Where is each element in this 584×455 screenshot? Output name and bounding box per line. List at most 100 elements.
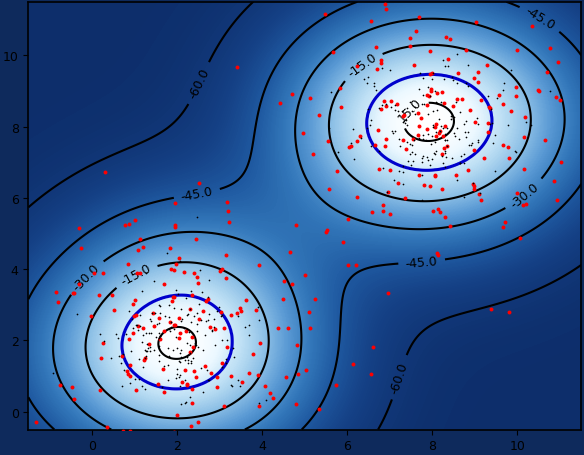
Point [139,332,148,339]
Point [382,103,391,111]
Point [461,47,471,55]
Point [143,344,152,352]
Point [433,206,443,213]
Point [418,92,427,100]
Point [170,266,179,273]
Point [461,134,470,142]
Point [364,106,373,113]
Point [552,197,562,204]
Point [141,347,150,354]
Point [418,132,427,140]
Point [440,150,450,157]
Point [111,331,120,339]
Point [167,318,176,325]
Point [124,308,134,315]
Point [431,133,440,140]
Point [463,130,472,137]
Point [447,155,456,162]
Point [513,190,522,197]
Point [154,343,164,350]
Point [367,209,377,216]
Point [170,322,179,329]
Point [114,353,124,360]
Point [137,339,147,346]
Point [100,168,109,176]
Point [201,298,211,305]
Point [366,19,376,26]
Point [503,122,512,130]
Point [453,80,462,87]
Point [128,325,138,332]
Point [135,322,144,329]
Point [145,348,155,355]
Point [384,289,393,297]
Point [430,151,440,158]
Point [418,172,427,179]
Point [95,331,105,339]
Point [203,366,212,374]
Point [388,130,397,137]
Point [443,137,452,144]
Point [164,344,173,352]
Point [204,293,213,301]
Point [464,142,474,149]
Point [445,36,454,44]
Point [169,429,179,436]
Point [165,353,174,360]
Point [418,101,427,108]
Point [380,1,390,8]
Point [534,88,544,95]
Point [130,313,139,320]
Point [124,371,133,378]
Point [260,382,270,389]
Point [175,359,185,366]
Point [363,75,372,82]
Point [204,311,214,318]
Point [360,76,369,83]
Point [453,126,462,133]
Point [48,370,58,377]
Point [72,311,82,318]
Point [141,270,151,277]
Point [300,272,310,279]
Point [226,382,235,389]
Point [439,145,449,152]
Point [492,96,502,103]
Point [106,355,116,362]
Point [13,228,23,236]
Point [423,131,433,138]
Point [323,138,332,145]
Point [223,336,232,344]
Point [222,198,231,206]
Point [180,400,190,407]
Point [32,419,41,426]
Point [207,327,216,334]
Text: -45.0: -45.0 [180,185,214,204]
Point [170,224,179,231]
Point [251,307,260,314]
Point [439,100,449,107]
Point [189,343,198,350]
Point [366,117,376,124]
Point [127,348,136,355]
Point [467,140,477,147]
Point [171,287,180,294]
Point [419,153,428,160]
Point [145,330,154,337]
Point [140,385,150,393]
Point [170,222,179,229]
Point [186,349,195,356]
Point [434,116,444,123]
Point [221,359,230,367]
Point [461,129,470,136]
Point [390,107,399,115]
Point [116,360,126,367]
Point [169,321,178,329]
Point [469,182,478,190]
Point [152,334,161,341]
Point [400,195,409,202]
Point [437,99,446,106]
Point [473,139,482,146]
Point [187,292,197,299]
Point [487,306,496,313]
